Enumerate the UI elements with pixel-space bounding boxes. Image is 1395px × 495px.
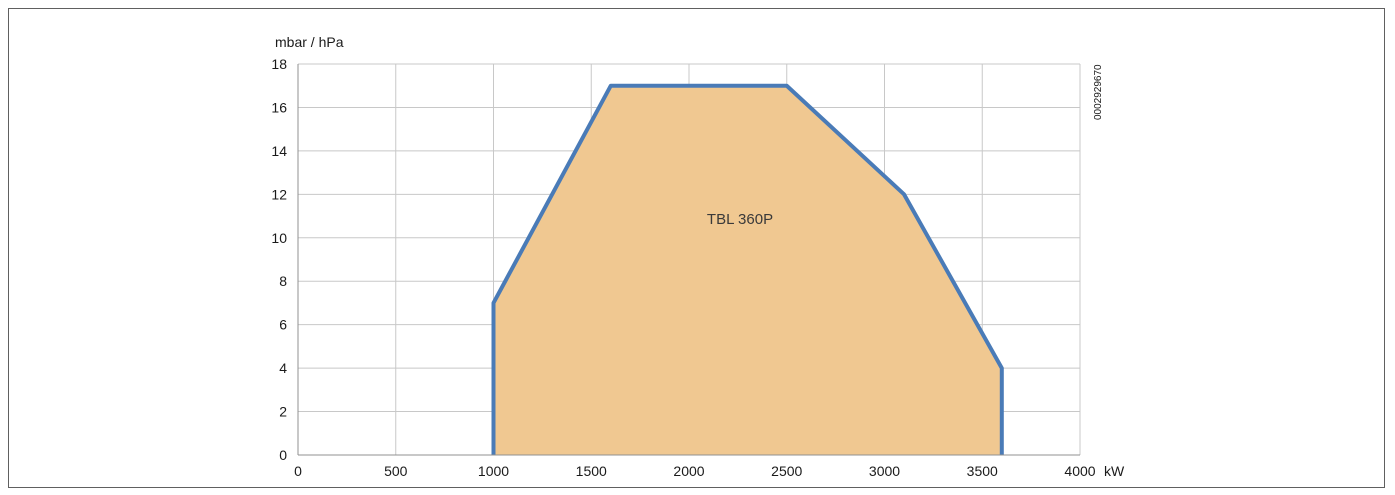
plot-area [491,83,1004,455]
y-tick-label: 14 [271,143,287,159]
y-tick-label: 2 [279,404,287,420]
x-tick-labels: 0 500 1000 1500 2000 2500 3000 3500 4000 [294,463,1096,479]
x-tick-label: 1000 [478,463,509,479]
y-tick-label: 8 [279,273,287,289]
y-tick-label: 4 [279,360,287,376]
y-tick-label: 10 [271,230,287,246]
x-tick-label: 3500 [967,463,998,479]
x-tick-label: 0 [294,463,302,479]
y-tick-label: 18 [271,56,287,72]
x-tick-label: 3000 [869,463,900,479]
y-tick-label: 12 [271,186,287,202]
x-tick-label: 4000 [1064,463,1095,479]
y-tick-label: 0 [279,447,287,463]
y-tick-label: 16 [271,99,287,115]
x-axis-unit-label: kW [1104,463,1125,479]
series-label: TBL 360P [707,211,773,228]
x-tick-label: 2500 [771,463,802,479]
x-tick-label: 500 [384,463,408,479]
x-tick-label: 1500 [576,463,607,479]
area-fill [493,85,1002,455]
y-tick-label: 6 [279,317,287,333]
axes [297,64,1080,456]
x-tick-label: 2000 [673,463,704,479]
y-tick-labels: 0 2 4 6 8 10 12 14 16 18 [271,56,287,463]
y-axis-label: mbar / hPa [275,34,344,50]
series-line [491,83,1004,455]
document-code: 0002929670 [1093,64,1104,120]
